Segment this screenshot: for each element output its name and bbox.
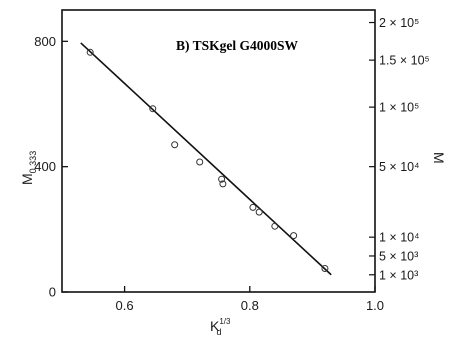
right-axis-label: M	[431, 152, 447, 164]
x-axis-label-subscript: d	[216, 327, 221, 337]
data-point	[218, 175, 226, 183]
data-point	[219, 180, 227, 188]
right-tick-label: 1 × 10³	[379, 268, 418, 282]
right-axis-ticks: 2 × 10⁵ 1.5 × 10⁵ 1 × 10⁵ 5 × 10⁴ 1 × 10⁴ 5 ×…	[369, 16, 430, 282]
x-axis-ticks: 0.6 0.8 1.0	[116, 286, 384, 313]
data-point	[171, 141, 179, 149]
x-axis-label-main: K	[210, 318, 220, 334]
y-axis-label-subscript: 0.333	[28, 151, 38, 174]
plot-frame	[61, 9, 376, 293]
fit-line	[80, 42, 332, 276]
right-tick-label: 1 × 10⁴	[379, 231, 419, 245]
chart-title: B) TSKgel G4000SW	[176, 38, 299, 53]
y-tick-label: 800	[34, 34, 56, 49]
x-tick-label: 1.0	[366, 298, 384, 313]
y-axis-label: M0.333	[19, 151, 38, 185]
right-tick-label: 5 × 10⁴	[379, 160, 419, 174]
data-point	[196, 158, 204, 166]
y-axis-ticks: 0 400 800	[34, 34, 68, 300]
right-tick-label: 5 × 10³	[379, 249, 418, 263]
data-point	[290, 232, 298, 240]
y-tick-label: 400	[34, 159, 56, 174]
data-point	[271, 222, 279, 230]
fit-lines	[80, 42, 332, 276]
y-axis-label-main: M	[19, 173, 35, 185]
data-point	[321, 265, 329, 272]
x-axis-label-superscript: 1/3	[219, 317, 231, 326]
x-axis-label: K1/3 d	[210, 317, 231, 337]
y-tick-label: 0	[49, 285, 56, 300]
right-tick-label: 1.5 × 10⁵	[379, 54, 430, 68]
data-point	[86, 48, 94, 56]
x-tick-label: 0.8	[241, 298, 259, 313]
data-point	[255, 208, 263, 216]
data-point	[149, 105, 157, 113]
data-points	[86, 48, 329, 272]
right-tick-label: 2 × 10⁵	[379, 16, 419, 30]
right-tick-label: 1 × 10⁵	[379, 101, 419, 115]
x-tick-label: 0.6	[116, 298, 134, 313]
data-point	[249, 203, 257, 211]
